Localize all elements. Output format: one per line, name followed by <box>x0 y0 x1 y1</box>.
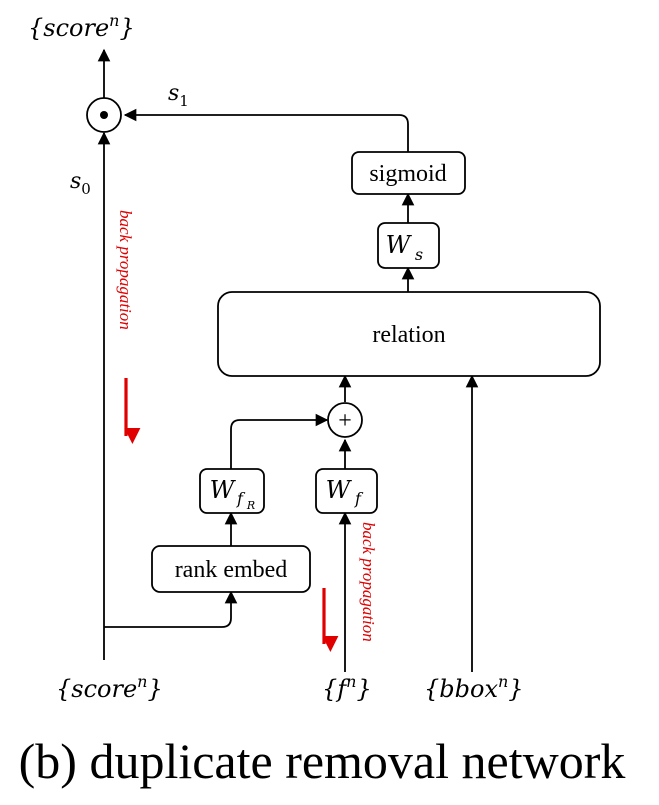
relation-label: relation <box>372 322 445 348</box>
sum-node: + <box>327 402 363 438</box>
svg-text:s1: s1 <box>168 81 189 110</box>
backprop-label-left: back propagation <box>116 210 135 330</box>
sigmoid-label: sigmoid <box>369 161 446 187</box>
svg-text:{fn}: {fn} <box>322 672 372 703</box>
s1-label: s1 <box>168 81 189 110</box>
input-bbox-label: {bboxn} <box>424 672 524 703</box>
rank-embed-box: rank embed <box>151 545 311 593</box>
wfr-subsubscript: R <box>246 499 255 512</box>
svg-text:s0: s0 <box>70 169 91 198</box>
ws-box: W s <box>377 222 440 269</box>
wf-subscript: f <box>354 489 364 508</box>
ws-label: W <box>386 231 413 259</box>
edge-score-to-rank-embed <box>104 590 238 628</box>
ws-subscript: s <box>415 245 423 264</box>
edge-sigmoid-to-odot <box>123 108 409 152</box>
plus-symbol: + <box>338 408 352 434</box>
sigmoid-box: sigmoid <box>351 151 466 195</box>
backprop-label-right: back propagation <box>359 522 378 642</box>
relation-box: relation <box>217 291 601 377</box>
wfr-box: W f R <box>199 468 265 514</box>
input-score-label: {scoren} <box>56 672 163 703</box>
figure-caption: (b) duplicate removal network <box>19 733 626 789</box>
edge-wfr-to-plus <box>230 413 329 469</box>
rank-embed-label: rank embed <box>175 557 288 583</box>
wf-label: W <box>326 476 353 504</box>
wfr-subscript: f <box>236 489 246 508</box>
wf-box: W f <box>315 468 378 514</box>
svg-text:{scoren}: {scoren} <box>56 672 163 703</box>
s0-label: s0 <box>70 169 91 198</box>
svg-text:{scoren}: {scoren} <box>28 11 135 42</box>
output-score-label: {scoren} <box>28 11 135 42</box>
input-f-label: {fn} <box>322 672 372 703</box>
elementwise-product-node <box>86 97 122 133</box>
wfr-label: W <box>210 476 237 504</box>
svg-text:{bboxn}: {bboxn} <box>424 672 524 703</box>
